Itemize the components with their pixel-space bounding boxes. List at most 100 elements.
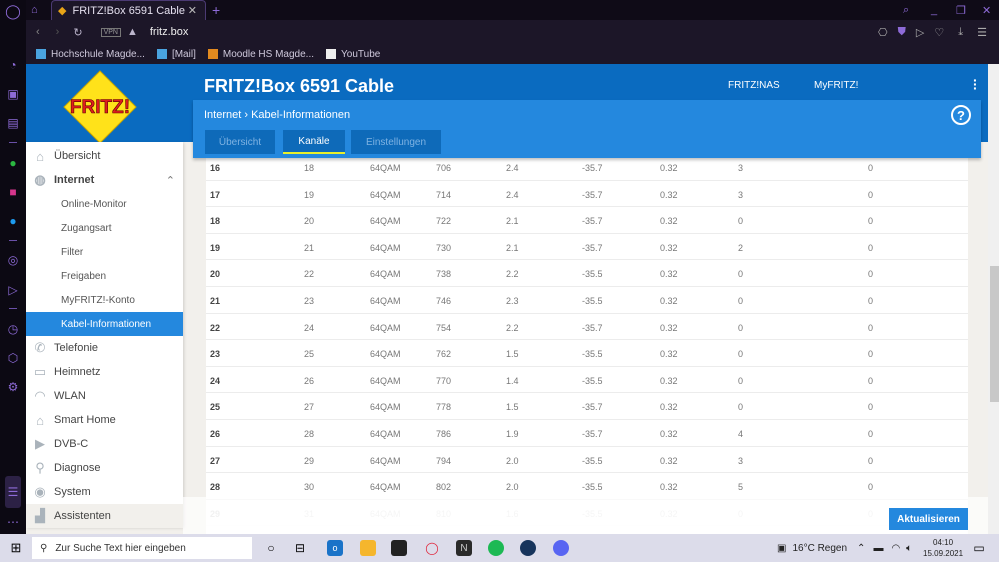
settings-icon[interactable]: ⚙ (7, 380, 19, 394)
outlook-icon[interactable]: o (327, 540, 343, 556)
nav-internet[interactable]: ◍ Internet ⌃ (26, 168, 183, 192)
tab-uebersicht[interactable]: Übersicht (205, 130, 275, 154)
file-explorer-icon[interactable] (360, 540, 376, 556)
download-icon[interactable]: ⤓ (958, 25, 964, 38)
notifications-icon[interactable]: ▭ (973, 541, 985, 555)
weather-text[interactable]: 16°C Regen (792, 542, 848, 554)
tray-expand-icon[interactable]: ⌃ (857, 542, 866, 554)
history-icon[interactable]: ◷ (7, 322, 19, 336)
vpn-badge[interactable]: VPN (100, 27, 121, 37)
nav-myfritz-konto[interactable]: MyFRITZ!-Konto (61, 294, 135, 306)
fritz-logo-icon[interactable]: FRITZ! (62, 69, 138, 145)
spotify-icon[interactable] (488, 540, 504, 556)
opera-logo-icon[interactable]: ◯ (5, 2, 21, 19)
task-view-icon[interactable]: ⊟ (294, 541, 306, 555)
bookmark-moodle[interactable]: Moodle HS Magde... (207, 49, 314, 60)
twitter-icon[interactable]: ● (9, 214, 17, 228)
nav-wlan[interactable]: ◠ WLAN (26, 384, 183, 408)
discord-icon[interactable] (553, 540, 569, 556)
table-cell: 64QAM (370, 402, 401, 413)
whatsapp-icon[interactable]: ● (9, 156, 17, 170)
send-icon[interactable]: ▷ (915, 26, 925, 39)
bookmark-mail[interactable]: [Mail] (156, 49, 196, 60)
volume-icon[interactable]: 🔈︎ (906, 542, 913, 554)
nav-freigaben[interactable]: Freigaben (61, 270, 107, 282)
bookmark-hochschule[interactable]: Hochschule Magde... (36, 49, 145, 60)
table-row: 23 25 64QAM 762 1.5 -35.5 0.32 0 0 (206, 340, 968, 367)
nav-label: DVB-C (54, 438, 89, 450)
warning-icon[interactable]: ▲ (126, 26, 138, 38)
weather-icon[interactable]: ▣ (777, 542, 787, 554)
table-row: 27 29 64QAM 794 2.0 -35.5 0.32 3 0 (206, 447, 968, 474)
wifi-tray-icon[interactable]: ◠ (891, 542, 901, 554)
nav-diagnose[interactable]: ⚲ Diagnose (26, 456, 183, 480)
store-icon[interactable] (391, 540, 407, 556)
clock[interactable]: 04:10 15.09.2021 (923, 537, 963, 559)
workspaces-icon[interactable]: ▣ (7, 87, 19, 101)
flow-icon[interactable]: ▷ (8, 283, 18, 297)
sidebar-panel-icon[interactable]: ☰ (5, 476, 21, 508)
more-icon[interactable]: ⋯ (7, 515, 19, 529)
snapshot-icon[interactable]: ⎔ (878, 26, 888, 39)
nav-assistenten[interactable]: ▟ Assistenten (26, 504, 183, 528)
close-window-icon[interactable]: ✕ (982, 4, 992, 17)
reload-icon[interactable]: ↻ (73, 26, 83, 39)
instagram-icon[interactable]: ■ (9, 185, 17, 199)
nav-uebersicht[interactable]: ⌂ Übersicht (26, 144, 183, 168)
bookmark-youtube[interactable]: YouTube (326, 49, 380, 60)
nav-kabel-informationen[interactable]: Kabel-Informationen (26, 312, 183, 336)
help-icon[interactable]: ? (951, 105, 971, 125)
nav-online-monitor[interactable]: Online-Monitor (61, 198, 127, 210)
scrollbar-thumb[interactable] (990, 266, 999, 402)
nav-heimnetz[interactable]: ▭ Heimnetz (26, 360, 183, 384)
table-row: 21 23 64QAM 746 2.3 -35.5 0.32 0 0 (206, 287, 968, 314)
steam-icon[interactable] (520, 540, 536, 556)
nav-telefonie[interactable]: ✆ Telefonie (26, 336, 183, 360)
player-icon[interactable]: ◎ (7, 253, 19, 267)
forward-icon[interactable]: › (55, 26, 60, 38)
tab-einstellungen[interactable]: Einstellungen (351, 130, 441, 154)
nav-zugangsart[interactable]: Zugangsart (61, 222, 112, 234)
bookmark-favicon-icon (36, 49, 46, 59)
tab-kanaele[interactable]: Kanäle (283, 130, 345, 154)
restore-icon[interactable]: ❐ (956, 4, 966, 17)
close-tab-icon[interactable]: ✕ (187, 5, 197, 17)
refresh-button[interactable]: Aktualisieren (889, 508, 968, 530)
more-menu-icon[interactable]: · · · (973, 72, 978, 96)
table-row: 18 20 64QAM 722 2.1 -35.7 0.32 0 0 (206, 207, 968, 234)
gaming-icon[interactable]: ⌂ (31, 4, 38, 16)
table-cell: -35.7 (582, 242, 603, 253)
easy-setup-icon[interactable]: ☰ (977, 26, 987, 39)
table-cell: 1.9 (506, 429, 519, 439)
windows-start-icon[interactable]: ⊞ (10, 540, 22, 555)
fritzbox-page: FRITZ! FRITZ!Box 6591 Cable FRITZ!NAS My… (26, 64, 999, 534)
twitch-icon[interactable]: ▤ (7, 116, 19, 130)
nav-dvbc[interactable]: ▶ DVB-C (26, 432, 183, 456)
search-tabs-icon[interactable]: ⌕ (903, 3, 910, 16)
battery-icon[interactable]: ▬ (873, 542, 884, 554)
new-tab-icon[interactable]: + (212, 2, 221, 18)
speed-dial-icon[interactable]: ◔ (9, 58, 17, 72)
extensions-icon[interactable]: ⬡ (7, 351, 19, 365)
table-cell: 21 (210, 296, 221, 306)
browser-tab-active[interactable]: ◆ FRITZ!Box 6591 Cable ✕ (51, 0, 206, 20)
back-icon[interactable]: ‹ (36, 26, 40, 38)
opera-taskbar-icon[interactable]: ◯ (425, 541, 439, 555)
nav-system[interactable]: ◉ System (26, 480, 183, 504)
page-title: FRITZ!Box 6591 Cable (204, 76, 395, 96)
nav-filter[interactable]: Filter (61, 246, 84, 258)
nav-smart-home[interactable]: ⌂ Smart Home (26, 408, 183, 432)
browser-sidebar: ◯ ◔ ▣ ▤ ● ■ ● ◎ ▷ ◷ ⬡ ⚙ ☰ ⋯ (0, 0, 26, 534)
table-cell: 28 (304, 429, 315, 439)
heart-icon[interactable]: ♡ (934, 26, 945, 39)
minimize-icon[interactable]: _ (931, 4, 938, 16)
adblock-shield-icon[interactable]: ⛊ (897, 25, 906, 38)
fritznas-link[interactable]: FRITZ!NAS (728, 80, 780, 91)
myfritz-link[interactable]: MyFRITZ! (814, 80, 859, 91)
taskbar-search-input[interactable]: ⚲ Zur Suche Text hier eingeben (32, 537, 252, 559)
page-scrollbar[interactable] (988, 64, 999, 534)
cortana-icon[interactable]: ○ (267, 541, 275, 555)
notion-icon[interactable]: N (456, 540, 472, 556)
chevron-up-icon[interactable]: ⌃ (165, 174, 175, 187)
url-field[interactable]: fritz.box (149, 26, 189, 38)
